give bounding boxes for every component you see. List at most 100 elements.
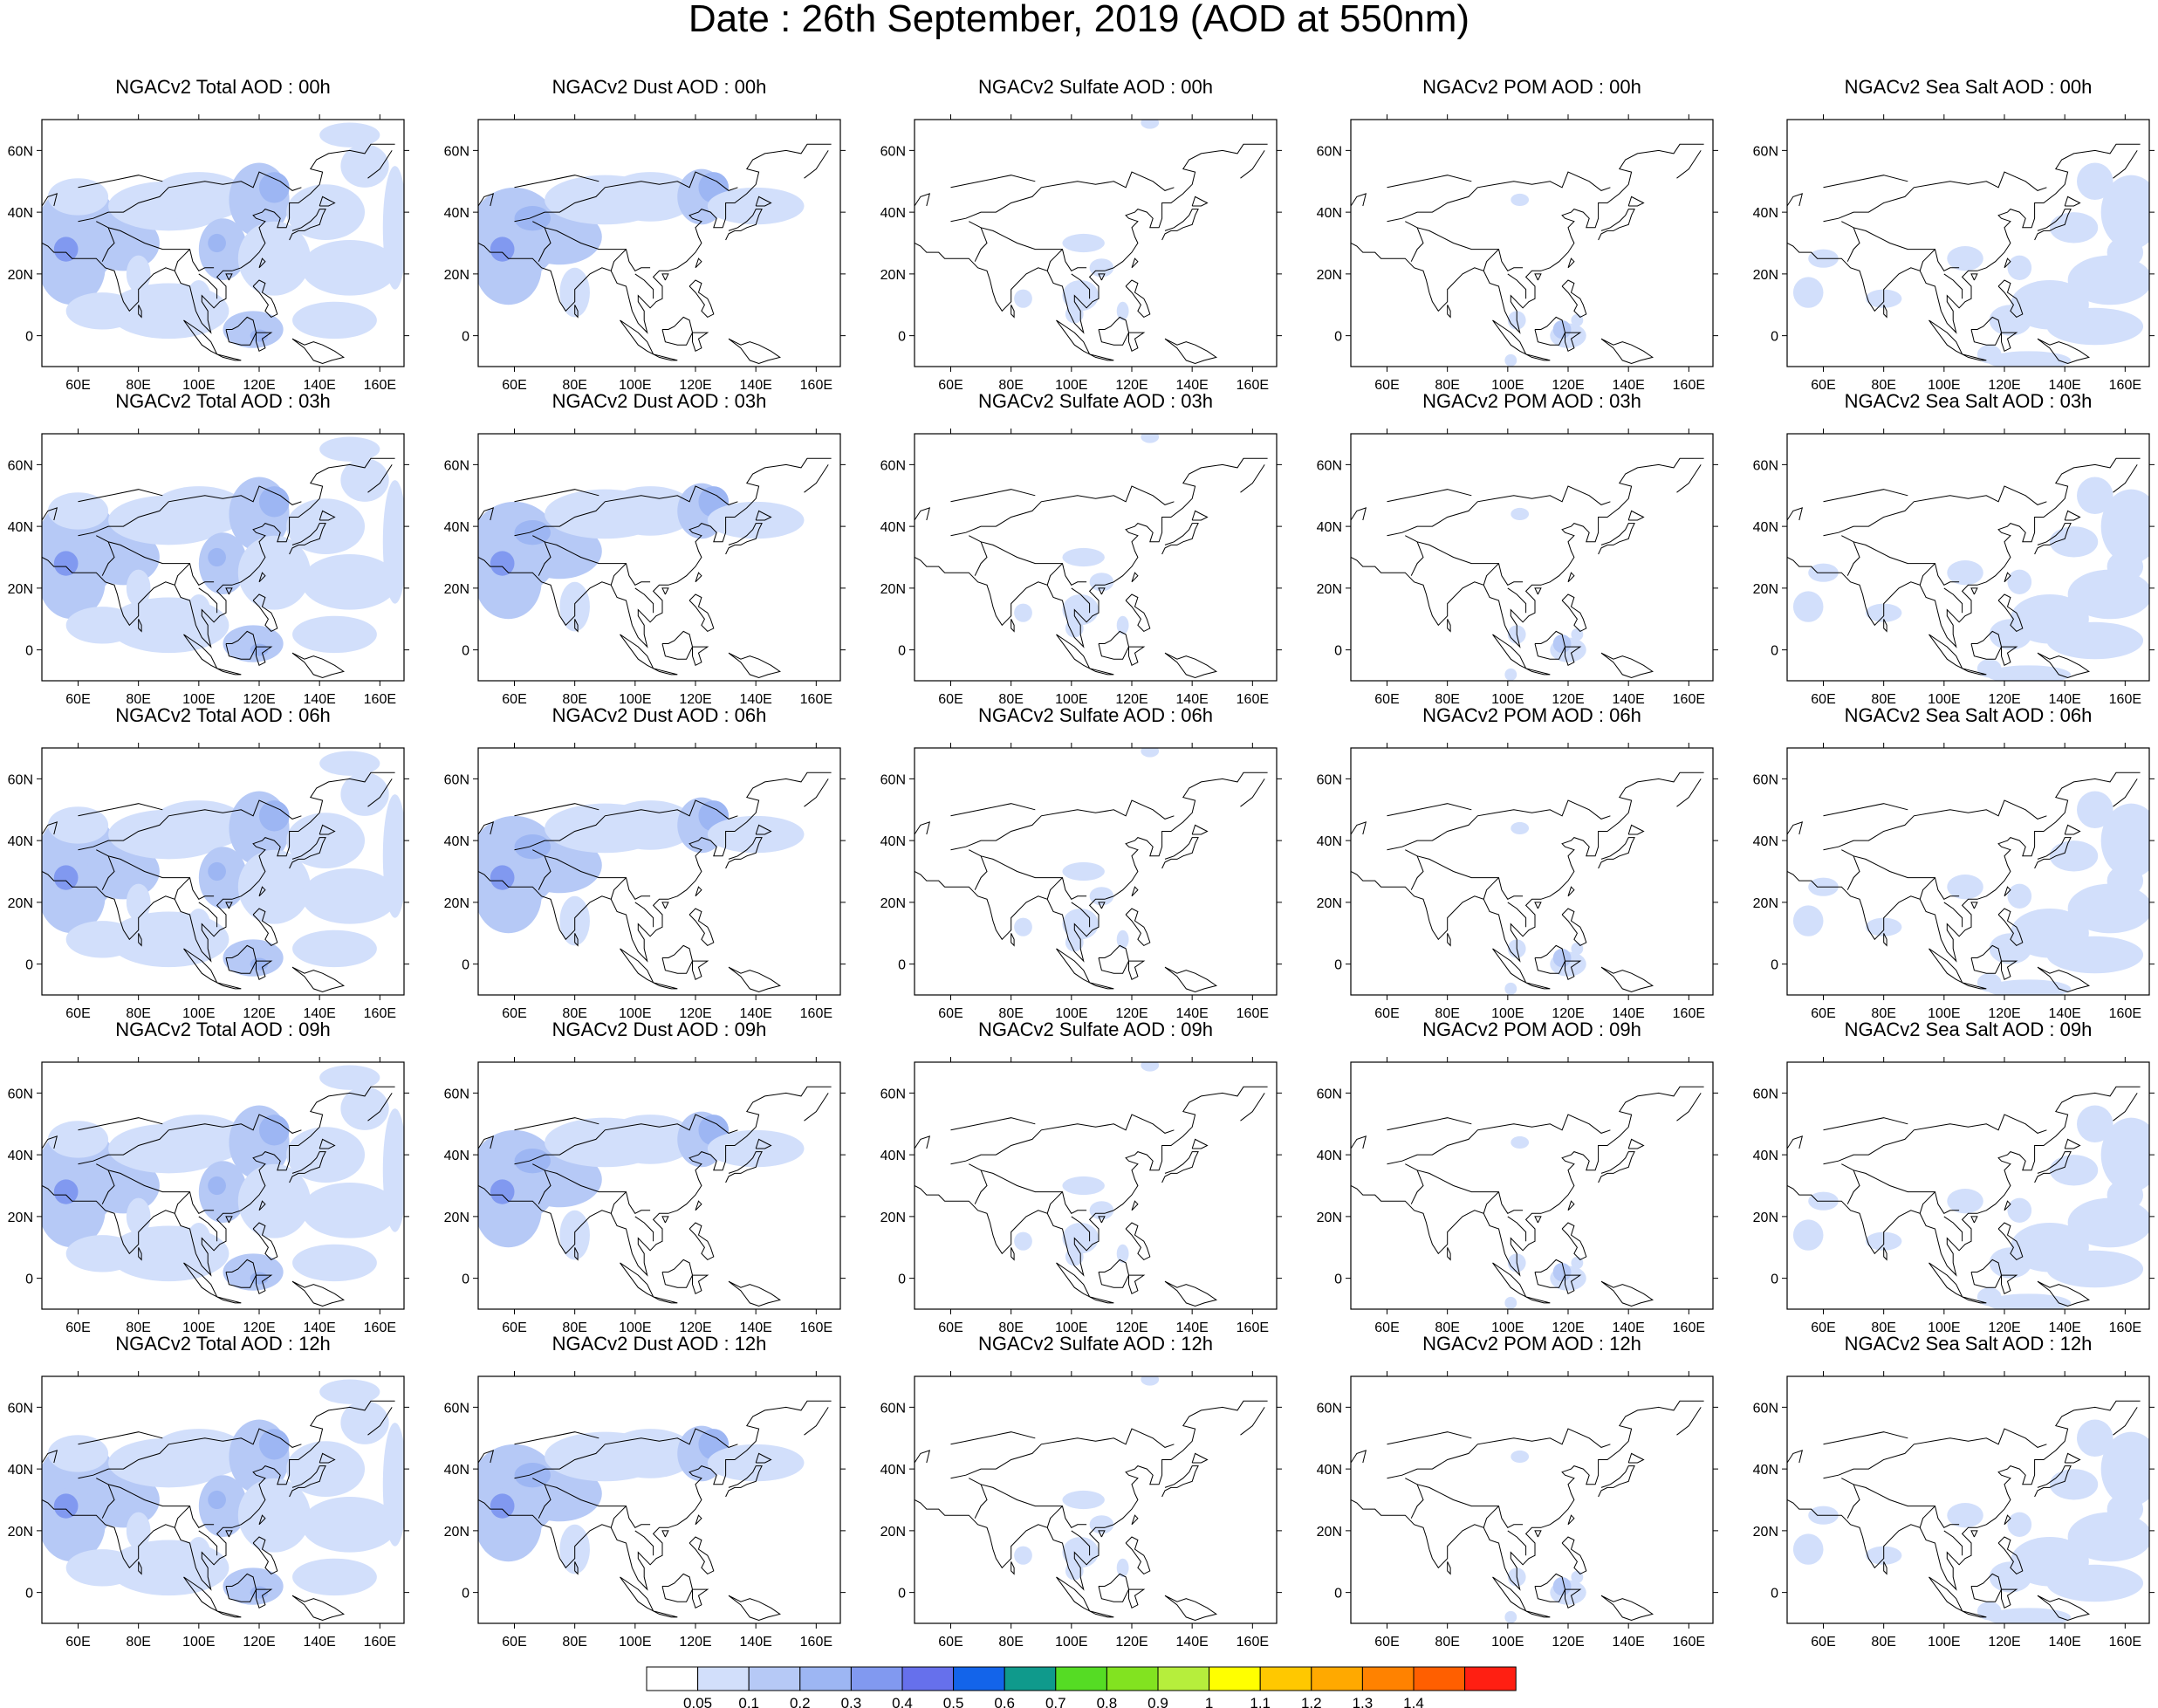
aod-shade <box>605 1115 695 1164</box>
colorbar-label: 1 <box>1205 1695 1213 1708</box>
lon-label: 80E <box>1871 378 1895 393</box>
map-frame <box>477 433 841 682</box>
map-plot: 60E 80E 100E 120E 140E 160E 60N 40N 20N 0 <box>1753 743 2155 1021</box>
coastline <box>725 1465 763 1498</box>
aod-shade <box>223 625 284 662</box>
colorbar-label: 0.5 <box>943 1695 964 1708</box>
coastline <box>2064 824 2081 835</box>
lon-label: 140E <box>1175 692 1208 707</box>
coastline <box>1943 1216 1963 1242</box>
lat-label: 20N <box>8 896 33 911</box>
coastline <box>1823 1431 1908 1445</box>
coastline <box>1405 849 1524 900</box>
lon-label: 100E <box>619 1635 651 1650</box>
lon-label: 120E <box>243 1320 275 1335</box>
coastline <box>1351 772 1704 963</box>
lat-label: 60N <box>880 144 906 159</box>
coastline <box>1098 273 1106 281</box>
lat-label: 0 <box>462 958 469 973</box>
lon-label: 100E <box>1491 1006 1524 1021</box>
coastline <box>478 1450 495 1464</box>
aod-shade <box>259 800 290 832</box>
coastline <box>1919 877 1935 900</box>
lon-label: 160E <box>1237 1320 1269 1335</box>
colorbar-swatch <box>1004 1666 1057 1691</box>
lon-label: 100E <box>1055 1320 1087 1335</box>
aod-shade <box>65 292 139 330</box>
coastline <box>78 171 302 223</box>
lon-label: 160E <box>800 1006 832 1021</box>
lat-label: 20N <box>1317 268 1342 283</box>
lat-label: 0 <box>1771 1272 1778 1287</box>
map-frame <box>1786 119 2150 367</box>
coastline <box>1534 944 1566 974</box>
coastline <box>1787 1400 2141 1591</box>
map-plot: 60E 80E 100E 120E 140E 160E 60N 40N 20N 0 <box>1317 743 1718 1021</box>
coastline <box>101 227 115 262</box>
coastline <box>96 1163 215 1214</box>
coastline <box>225 630 257 660</box>
lat-label: 0 <box>1334 958 1342 973</box>
lon-label: 160E <box>2109 1635 2141 1650</box>
lat-label: 60N <box>1753 458 1778 473</box>
colorbar-label: 1.3 <box>1353 1695 1374 1708</box>
coastline <box>1387 485 1611 537</box>
coastline <box>2037 966 2090 993</box>
coastline <box>514 1114 738 1165</box>
coastline <box>101 1170 115 1204</box>
panel-title: NGACv2 Dust AOD : 03h <box>551 390 767 412</box>
panel-title: NGACv2 Total AOD : 03h <box>115 390 331 412</box>
lat-label: 20N <box>1317 1525 1342 1540</box>
aod-shade <box>187 279 211 318</box>
aod-shade <box>319 436 380 462</box>
coastline <box>1098 316 1130 346</box>
panel-title: NGACv2 Sulfate AOD : 06h <box>977 704 1214 726</box>
coastline <box>1098 1573 1130 1602</box>
aod-shade <box>2046 1564 2144 1602</box>
coastline <box>1534 902 1542 909</box>
coastline <box>1943 273 1963 299</box>
aod-shade <box>1511 1450 1530 1464</box>
lat-label: 60N <box>1317 1087 1342 1101</box>
colorbar-label: 1.4 <box>1403 1695 1424 1708</box>
aod-shade <box>1552 1262 1572 1282</box>
aod-shade <box>2007 255 2032 280</box>
aod-field <box>42 1065 404 1307</box>
coastline <box>538 1170 551 1204</box>
aod-shade <box>707 1444 805 1482</box>
coastline <box>174 877 190 900</box>
map-plot: 60E 80E 100E 120E 140E 160E 60N 40N 20N 0 <box>444 1057 846 1335</box>
aod-shade <box>2107 865 2144 896</box>
coastline <box>2037 338 2090 365</box>
coastline <box>728 966 781 993</box>
lon-label: 80E <box>1435 378 1459 393</box>
coastline <box>1561 1536 1587 1575</box>
lat-label: 40N <box>1753 1149 1778 1163</box>
lon-label: 140E <box>739 1320 771 1335</box>
coastline <box>1846 855 1860 890</box>
aod-shade <box>2107 1493 2144 1525</box>
coastline <box>1131 257 1139 269</box>
coastline <box>634 273 654 299</box>
aod-shade <box>1571 313 1584 327</box>
map-plot: 60E 80E 100E 120E 140E 160E 60N 40N 20N 0 <box>1753 114 2155 393</box>
coastline <box>804 150 829 179</box>
lon-label: 100E <box>619 692 651 707</box>
aod-shade <box>1989 1247 2032 1279</box>
coastline <box>725 209 763 241</box>
coastline <box>574 619 579 633</box>
coastline <box>1351 1135 1367 1149</box>
aod-shade <box>2067 255 2149 305</box>
aod-shade <box>2007 883 2032 909</box>
lat-label: 60N <box>8 772 33 787</box>
coastline <box>1962 353 1987 361</box>
coastline <box>367 779 393 807</box>
aod-shade <box>319 122 380 147</box>
coastline <box>225 1259 257 1288</box>
coastline <box>1525 982 1551 990</box>
map-frame <box>914 1061 1278 1310</box>
coastline <box>1089 668 1114 676</box>
aod-shade <box>286 1127 366 1183</box>
coastline <box>1565 1274 1582 1295</box>
aod-shade <box>1089 887 1114 906</box>
